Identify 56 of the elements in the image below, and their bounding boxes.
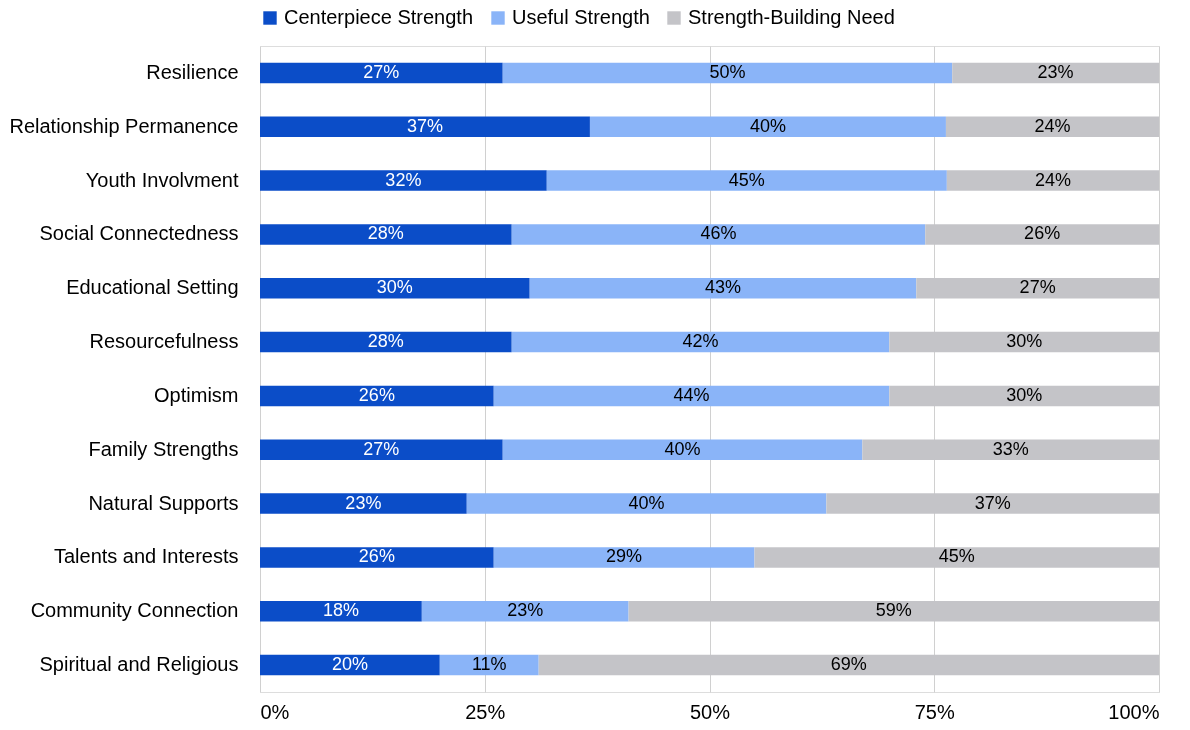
- data-label: 26%: [358, 546, 395, 567]
- y-tick-label: Talents and Interests: [53, 545, 239, 568]
- data-label: 59%: [875, 600, 912, 621]
- data-label: 43%: [704, 277, 741, 298]
- data-label: 28%: [367, 331, 404, 352]
- legend-label: Centerpiece Strength: [284, 6, 474, 28]
- data-label: 23%: [345, 492, 382, 513]
- data-label: 69%: [830, 654, 867, 675]
- y-tick-label: Optimism: [154, 383, 239, 406]
- y-tick-label: Resourcefulness: [89, 330, 239, 353]
- data-label: 40%: [664, 438, 701, 459]
- data-label: 30%: [376, 277, 413, 298]
- x-tick-label: 25%: [465, 700, 506, 723]
- y-tick-label: Natural Supports: [88, 491, 239, 514]
- y-tick-label: Spiritual and Religious: [39, 653, 239, 676]
- y-tick-label: Youth Involvment: [85, 168, 239, 191]
- data-label: 27%: [363, 61, 400, 82]
- data-label: 23%: [1037, 61, 1074, 82]
- data-label: 45%: [728, 169, 765, 190]
- x-tick-label: 75%: [914, 700, 955, 723]
- data-label: 44%: [673, 384, 710, 405]
- data-label: 18%: [322, 600, 359, 621]
- data-label: 37%: [406, 115, 443, 136]
- y-tick-label: Family Strengths: [88, 437, 239, 460]
- y-tick-label: Educational Setting: [66, 276, 239, 299]
- data-label: 32%: [385, 169, 422, 190]
- data-label: 30%: [1006, 331, 1043, 352]
- x-tick-label: 100%: [1108, 700, 1160, 723]
- data-label: 24%: [1034, 169, 1071, 190]
- data-label: 26%: [358, 384, 395, 405]
- data-label: 50%: [709, 61, 746, 82]
- data-label: 40%: [628, 492, 665, 513]
- data-label: 23%: [507, 600, 544, 621]
- data-label: 20%: [331, 654, 368, 675]
- data-label: 27%: [1019, 277, 1056, 298]
- data-label: 11%: [471, 654, 507, 675]
- y-tick-label: Social Connectedness: [39, 222, 239, 245]
- data-label: 33%: [992, 438, 1029, 459]
- data-label: 40%: [749, 115, 786, 136]
- data-label: 46%: [700, 223, 737, 244]
- data-label: 27%: [363, 438, 400, 459]
- data-label: 26%: [1024, 223, 1061, 244]
- y-tick-label: Resilience: [146, 60, 239, 83]
- data-label: 45%: [938, 546, 975, 567]
- legend-label: Strength-Building Need: [688, 6, 895, 28]
- data-label: 29%: [606, 546, 643, 567]
- data-label: 42%: [682, 331, 719, 352]
- y-tick-label: Relationship Permanence: [9, 114, 239, 137]
- data-label: 37%: [974, 492, 1011, 513]
- data-label: 30%: [1006, 384, 1043, 405]
- x-tick-label: 0%: [260, 700, 290, 723]
- x-tick-label: 50%: [689, 700, 731, 723]
- y-tick-label: Community Connection: [30, 599, 239, 622]
- legend-label: Useful Strength: [512, 6, 650, 28]
- data-label: 24%: [1034, 115, 1071, 136]
- data-label: 28%: [367, 223, 404, 244]
